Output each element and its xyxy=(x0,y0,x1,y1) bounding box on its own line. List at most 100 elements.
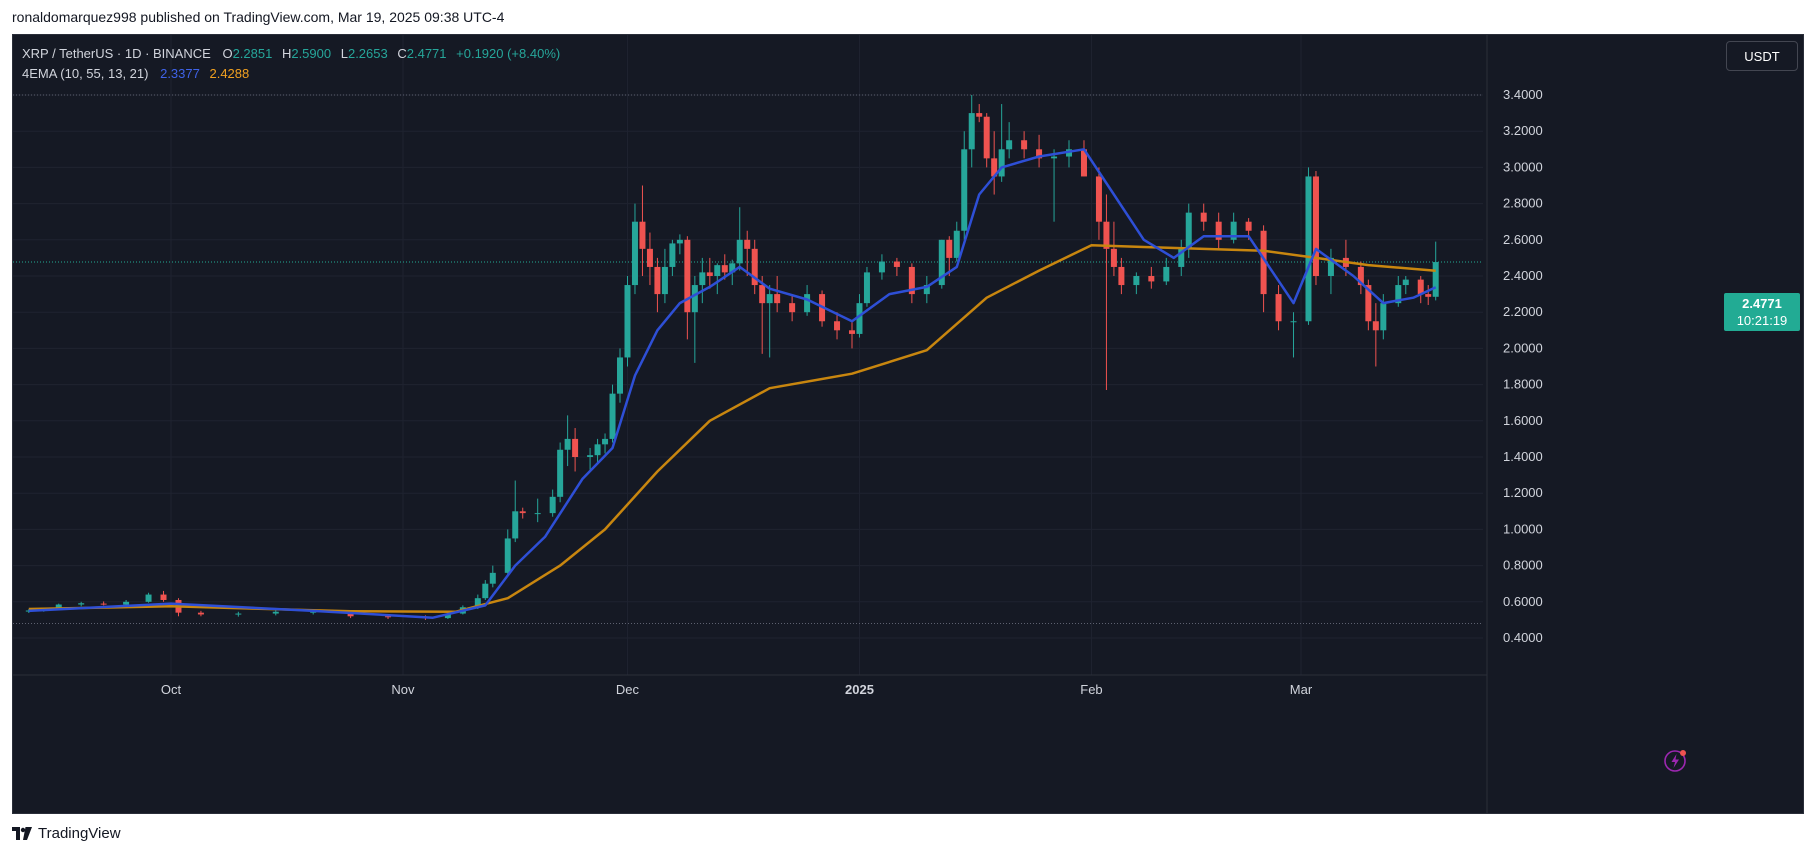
candle-body xyxy=(1290,321,1297,323)
candle-body xyxy=(1402,279,1409,286)
candle-body xyxy=(878,261,885,273)
indicator-name[interactable]: 4EMA (10, 55, 13, 21) xyxy=(22,66,149,81)
candle-body xyxy=(923,285,930,295)
price-tick-label: 0.6000 xyxy=(1503,594,1543,609)
candle-body xyxy=(1163,266,1170,282)
candle-body xyxy=(594,444,601,456)
candle-body xyxy=(848,330,855,334)
candle-body xyxy=(235,613,242,615)
candle-body xyxy=(863,272,870,304)
time-tick-label: Mar xyxy=(1290,682,1313,697)
price-tick-label: 1.0000 xyxy=(1503,521,1543,536)
candle-body xyxy=(1395,285,1402,304)
candles-group xyxy=(25,95,1439,620)
candle-body xyxy=(504,538,511,573)
candle-body xyxy=(78,603,85,605)
candle-body xyxy=(691,285,698,313)
lightning-bolt-icon[interactable] xyxy=(1663,748,1689,774)
candle-body xyxy=(145,594,152,602)
symbol-title[interactable]: XRP / TetherUS · 1D · BINANCE xyxy=(22,46,211,61)
price-tick-label: 3.4000 xyxy=(1503,87,1543,102)
candle-body xyxy=(385,616,392,618)
tradingview-brand[interactable]: TradingView xyxy=(12,825,121,842)
price-tick-label: 1.6000 xyxy=(1503,413,1543,428)
candle-body xyxy=(789,303,796,313)
ema-slow-line xyxy=(28,243,1436,614)
candle-body xyxy=(953,230,960,258)
publish-info: ronaldomarquez998 published on TradingVi… xyxy=(12,9,505,25)
candle-body xyxy=(609,393,616,439)
candle-body xyxy=(766,294,773,304)
candle-body xyxy=(714,265,721,276)
candle-body xyxy=(661,266,668,295)
time-tick-label: Oct xyxy=(161,682,182,697)
time-tick-label: Feb xyxy=(1080,682,1102,697)
price-tick-label: 2.6000 xyxy=(1503,232,1543,247)
candle-body xyxy=(991,158,998,177)
candle-body xyxy=(1133,276,1140,286)
candle-body xyxy=(1230,221,1237,240)
candle-body xyxy=(759,285,766,304)
candle-body xyxy=(1215,221,1222,240)
candle-body xyxy=(474,598,481,608)
candle-body xyxy=(197,612,204,615)
candle-body xyxy=(1118,266,1125,286)
open-label: O xyxy=(222,46,233,61)
high-label: H xyxy=(281,46,292,61)
time-tick-label: Nov xyxy=(391,682,415,697)
candle-body xyxy=(834,321,841,331)
candlestick-chart[interactable]: 0.4000 0.6000 0.8000 1.0000 1.2000 1.4000 1.60… xyxy=(13,35,1804,814)
candle-body xyxy=(946,239,953,258)
candle-body xyxy=(729,263,736,273)
price-tick-label: 1.4000 xyxy=(1503,449,1543,464)
candle-body xyxy=(1372,321,1379,331)
price-tick-label: 3.2000 xyxy=(1503,123,1543,138)
candle-body xyxy=(976,113,983,117)
candle-body xyxy=(961,149,968,231)
close-label: C xyxy=(397,46,407,61)
indicator-row: 4EMA (10, 55, 13, 21) 2.3377 2.4288 xyxy=(22,64,562,84)
price-tick-label: 1.2000 xyxy=(1503,485,1543,500)
time-tick-label: 2025 xyxy=(845,682,874,697)
low-value: 2.2653 xyxy=(347,46,388,61)
open-value: 2.2851 xyxy=(232,46,273,61)
candle-body xyxy=(736,239,743,264)
candle-body xyxy=(55,604,62,610)
symbol-row: XRP / TetherUS · 1D · BINANCE O2.2851 H 2… xyxy=(22,44,562,64)
currency-button[interactable]: USDT xyxy=(1726,41,1798,71)
candle-body xyxy=(1036,149,1043,159)
candle-body xyxy=(1357,266,1364,286)
candle-body xyxy=(721,265,728,273)
candle-body xyxy=(549,496,556,514)
last-price-value: 2.4771 xyxy=(1742,296,1782,311)
candle-body xyxy=(908,266,915,295)
candle-body xyxy=(602,438,609,445)
candle-body xyxy=(654,266,661,295)
candle-body xyxy=(1103,221,1110,249)
price-tick-label: 3.0000 xyxy=(1503,159,1543,174)
candle-body xyxy=(1051,156,1058,159)
chart-panel[interactable]: 0.4000 0.6000 0.8000 1.0000 1.2000 1.4000 1.60… xyxy=(12,34,1804,814)
candle-body xyxy=(1178,248,1185,267)
candle-body xyxy=(564,438,571,450)
candle-body xyxy=(856,303,863,334)
candle-body xyxy=(751,248,758,286)
candle-body xyxy=(744,239,751,249)
candle-body xyxy=(1095,176,1102,222)
candle-body xyxy=(519,511,526,514)
candle-body xyxy=(557,449,564,497)
candle-body xyxy=(534,513,541,515)
price-tick-label: 2.4000 xyxy=(1503,268,1543,283)
candle-body xyxy=(1432,262,1439,297)
candle-body xyxy=(646,248,653,267)
candle-body xyxy=(631,221,638,286)
candle-body xyxy=(676,239,683,244)
candle-body xyxy=(572,438,579,457)
candle-body xyxy=(684,239,691,313)
candle-body xyxy=(1021,140,1028,150)
candle-body xyxy=(1260,230,1267,295)
candle-body xyxy=(1275,294,1282,322)
candle-body xyxy=(272,611,279,614)
candle-body xyxy=(1245,221,1252,231)
candle-body xyxy=(968,113,975,150)
